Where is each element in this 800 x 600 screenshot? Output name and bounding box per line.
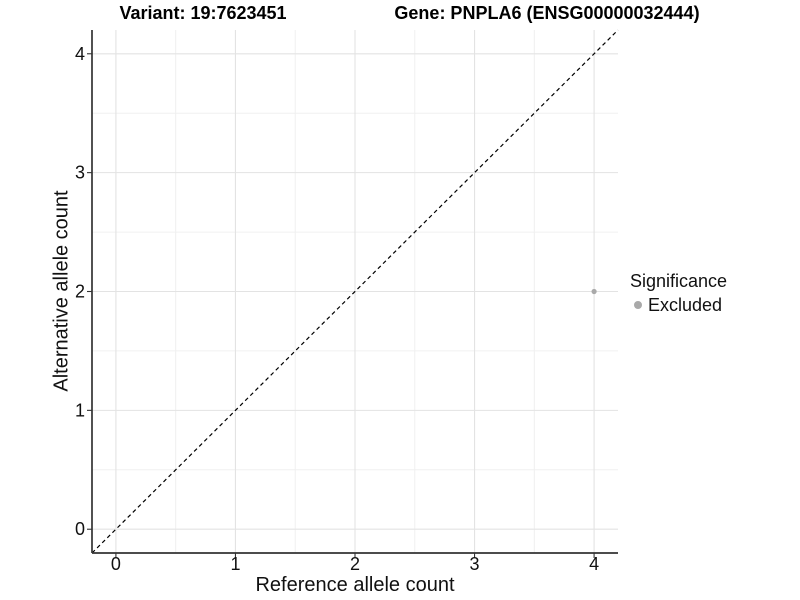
y-tick-label: 2 [75,282,85,302]
x-tick-label: 2 [350,554,360,574]
legend-title: Significance [630,271,728,291]
data-point [591,288,597,295]
legend-point-icon [634,301,642,309]
x-axis-title: Reference allele count [255,574,455,596]
y-axis-title: Alternative allele count [50,190,73,392]
plot-title-variant: Variant: 19:7623451 [119,3,287,23]
y-tick-label: 1 [75,400,85,420]
x-tick-label: 3 [470,554,480,574]
legend-item-label: Excluded [648,295,723,315]
plot-title-gene: Gene: PNPLA6 (ENSG00000032444) [394,3,700,23]
x-tick-label: 1 [230,554,240,574]
x-tick-label: 4 [589,554,599,574]
x-tick-label: 0 [111,554,121,574]
y-tick-label: 0 [75,519,85,539]
y-tick-label: 4 [75,44,85,64]
legend: Significance Excluded [630,270,727,316]
y-tick-label: 3 [75,163,85,183]
identity-dashed-line [91,29,619,554]
legend-item-excluded: Excluded [630,294,727,316]
